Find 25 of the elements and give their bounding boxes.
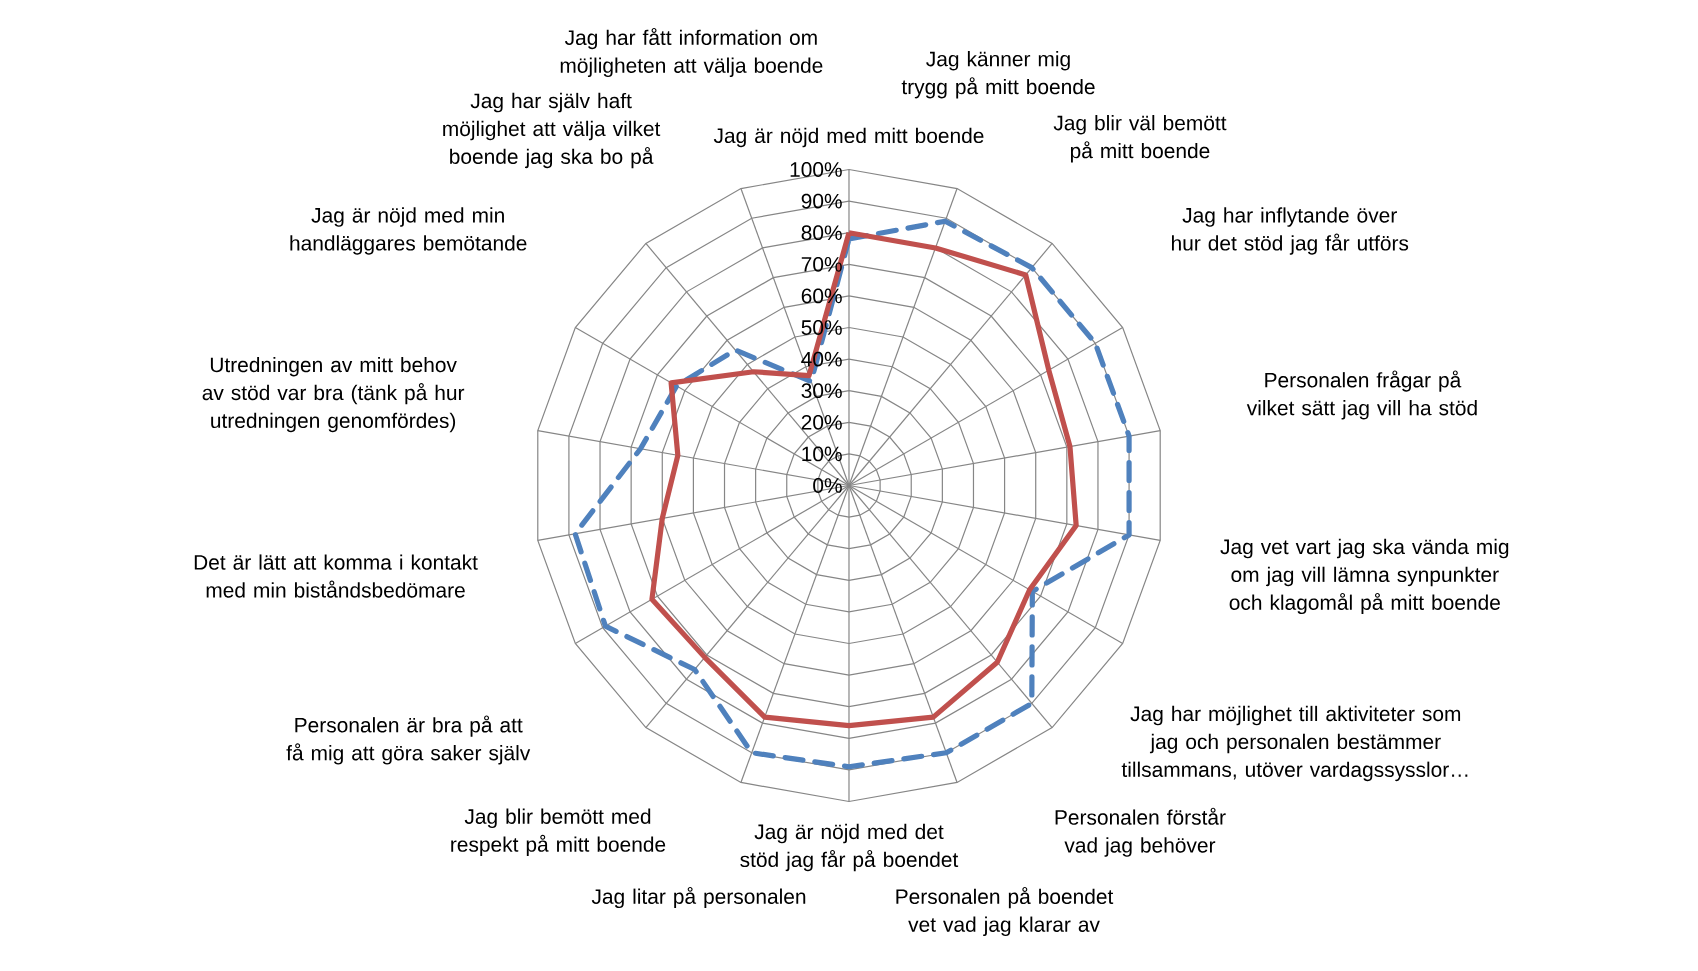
y-tick-label: 100% [790, 162, 842, 177]
y-tick-label: 20% [801, 414, 842, 430]
spoke-label: Jag har inflytande över hur det stöd jag får utförs [1172, 207, 1409, 255]
spoke-label: Jag är nöjd med min handläggares bemötande [290, 207, 527, 255]
y-tick-label: 10% [802, 446, 842, 462]
spoke-label: Personalen är bra på att få mig att göra saker själv [286, 715, 531, 765]
spoke-label: Jag har möjlighet till aktiviteter som jag och personalen bestämmer tillsammans, utöver vardagssysslor… [1121, 705, 1468, 782]
spoke-label: Jag blir bemött med respekt på mitt boende [451, 808, 666, 856]
spoke-label: Personalen på boendet vet vad jag klarar av [896, 886, 1114, 937]
spoke-label: Jag vet vart jag ska vända mig om jag vill lämna synpunkter och klagomål på mitt boende [1220, 538, 1509, 615]
spoke-label: Personalen frågar på vilket sätt jag vill ha stöd [1246, 370, 1477, 420]
spoke-label: Jag har fått information om möjligheten att välja boende [560, 27, 823, 78]
spoke-label: Jag har själv haft möjlighet att välja vilket boende jag ska bo på [443, 92, 661, 169]
y-tick-label: 90% [801, 193, 842, 209]
y-tick-label: 30% [801, 383, 842, 399]
y-tick-label: 80% [801, 225, 842, 241]
spoke-label: Det är lätt att komma i kontakt med min biståndsbedömare [194, 554, 478, 598]
spoke-label: Jag känner mig trygg på mitt boende [901, 51, 1095, 99]
y-tick-label: 0% [813, 478, 842, 493]
spoke-label: Jag är nöjd med mitt boende [713, 127, 984, 148]
spoke-label: Jag är nöjd med det stöd jag får på boendet [740, 823, 959, 872]
spoke-label: Utredningen av mitt behov av stöd var bra (tänk på hur utredningen genomfördes) [202, 356, 465, 433]
spoke-label: Jag blir väl bemött på mitt boende [1053, 115, 1227, 163]
spoke-label: Personalen förstår vad jag behöver [1055, 807, 1226, 857]
spoke-label: Jag litar på personalen [591, 886, 806, 909]
